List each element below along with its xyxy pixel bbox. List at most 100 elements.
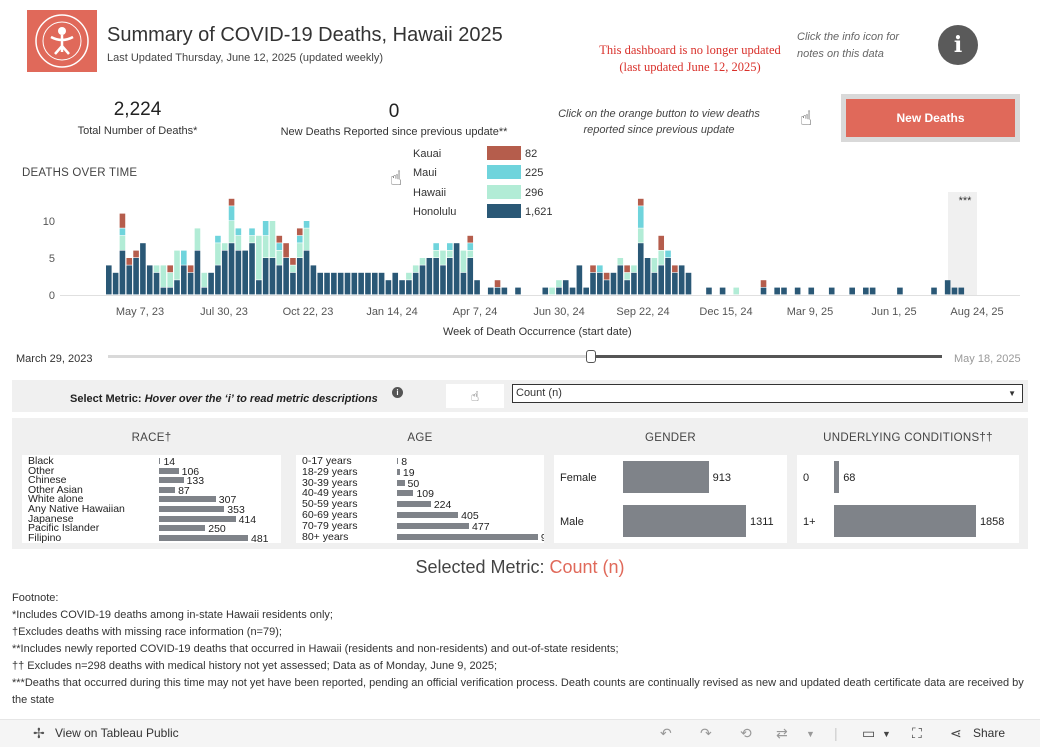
race-bar[interactable] [159, 515, 236, 522]
age-bar[interactable] [397, 533, 538, 540]
age-panel: 0-17 years 8 18-29 years 19 30-39 years 50 40-… [296, 455, 544, 543]
age-category-label: 50-59 years [302, 498, 358, 511]
bar-segment-honolulu [474, 280, 480, 295]
bar-segment-hawaii [303, 228, 310, 250]
footnotes: Footnote: *Includes COVID-19 deaths amon… [12, 590, 1032, 709]
age-bar[interactable] [397, 522, 470, 529]
x-axis-title: Week of Death Occurrence (start date) [443, 326, 632, 338]
bar-segment-maui [303, 221, 310, 228]
bar-segment-hawaii [174, 250, 180, 280]
bar-segment-hawaii [406, 272, 412, 280]
bar-segment-hawaii [249, 235, 255, 243]
bar-segment-honolulu [140, 243, 146, 295]
bar-segment-honolulu [112, 272, 119, 295]
bar-segment-hawaii [256, 235, 262, 280]
bar-segment-hawaii [460, 250, 467, 273]
age-bar[interactable] [397, 490, 414, 497]
bar-segment-honolulu [576, 265, 583, 295]
gender-bar[interactable] [623, 461, 709, 493]
chevron-down-icon: ▼ [1008, 389, 1016, 398]
race-bar[interactable] [159, 534, 248, 541]
slider-track-inactive[interactable] [108, 355, 592, 358]
bar-segment-honolulu [869, 287, 876, 295]
bar-segment-honolulu [637, 243, 644, 295]
x-tick-label: May 7, 23 [116, 306, 164, 318]
footnote-line: *Includes COVID-19 deaths among in-state… [12, 609, 333, 621]
age-value-label: 477 [472, 520, 490, 533]
bar-segment-hawaii [228, 221, 235, 243]
age-panel-title: AGE [407, 432, 433, 444]
unverified-period-shade [948, 192, 977, 295]
bar-segment-kauai [133, 250, 139, 258]
new-deaths-button[interactable]: New Deaths [846, 99, 1015, 137]
metric-hand-icon[interactable]: ☝ [446, 384, 504, 408]
metric-label: Select Metric: Hover over the ‘i’ to rea… [70, 393, 378, 405]
metric-dropdown[interactable]: Count (n) ▼ [512, 384, 1023, 403]
bar-segment-honolulu [651, 272, 658, 295]
bar-segment-honolulu [631, 272, 637, 295]
race-bar[interactable] [159, 496, 216, 503]
bar-segment-honolulu [863, 287, 869, 295]
race-bar[interactable] [159, 486, 176, 493]
view-on-tableau-link[interactable]: View on Tableau Public [55, 726, 179, 740]
age-bar[interactable] [397, 501, 431, 508]
age-bar[interactable] [397, 512, 459, 518]
info-icon[interactable]: i [938, 25, 978, 65]
slider-track-active[interactable] [592, 355, 942, 358]
bar-segment-honolulu [897, 287, 903, 295]
bar-segment-kauai [126, 258, 133, 265]
bar-segment-honolulu [685, 272, 692, 295]
slider-start-label: March 29, 2023 [16, 353, 93, 365]
bar-segment-kauai [494, 280, 501, 287]
age-category-label: 30-39 years [302, 476, 358, 489]
refresh-icon[interactable]: ⇄ [776, 725, 788, 741]
bar-segment-honolulu [447, 258, 453, 295]
bar-segment-hawaii [221, 243, 228, 250]
race-bar[interactable] [159, 467, 179, 474]
bar-segment-maui [296, 235, 303, 243]
download-dropdown-icon[interactable]: ▼ [882, 729, 891, 739]
bar-segment-honolulu [106, 265, 112, 295]
conditions-value-label: 68 [843, 472, 856, 484]
fullscreen-icon[interactable]: ⛶ [912, 725, 922, 741]
age-value-label: 8 [401, 456, 408, 468]
race-bar[interactable] [159, 506, 225, 512]
legend-total: 296 [525, 186, 544, 199]
bar-segment-honolulu [781, 287, 787, 295]
race-value-label: 250 [208, 523, 226, 536]
metric-info-icon[interactable]: i [392, 387, 403, 398]
comment-icon[interactable]: ▭ [862, 725, 876, 741]
bar-segment-honolulu [460, 272, 467, 295]
conditions-bar[interactable] [834, 461, 840, 493]
bar-segment-hawaii [624, 272, 630, 280]
deaths-over-time-chart: *** 0 5 10 May 7, 23 Jul 30, 23 Oct 22, 23 Jan … [43, 192, 1020, 318]
age-bar[interactable] [397, 479, 405, 486]
slider-handle[interactable] [586, 350, 596, 363]
bar-segment-honolulu [760, 287, 767, 295]
age-bar[interactable] [397, 468, 400, 475]
bar-segment-kauai [119, 213, 126, 228]
undo-icon[interactable]: ↶ [660, 725, 672, 741]
bar-segment-honolulu [126, 265, 133, 295]
bar-segment-maui [262, 221, 269, 236]
bar-segment-honolulu [440, 265, 446, 295]
legend-total: 225 [525, 167, 544, 180]
share-icon[interactable]: ⋖ [950, 725, 962, 741]
bar-segment-kauai [467, 235, 474, 243]
conditions-bar[interactable] [834, 505, 976, 537]
refresh-dropdown-icon[interactable]: ▼ [806, 729, 815, 739]
bar-segment-honolulu [317, 272, 324, 295]
bar-segment-honolulu [542, 287, 549, 295]
age-bar[interactable] [397, 458, 399, 464]
redo-icon[interactable]: ↷ [700, 725, 712, 741]
bar-segment-hawaii [290, 265, 296, 273]
race-bar[interactable] [159, 477, 184, 484]
share-button[interactable]: Share [973, 726, 1006, 740]
gender-bar[interactable] [623, 505, 746, 537]
race-bar[interactable] [159, 525, 206, 532]
new-deaths-value: 0 [388, 101, 400, 122]
bar-segment-honolulu [494, 287, 501, 295]
tableau-logo-icon: ✢ [33, 725, 45, 741]
race-bar[interactable] [159, 458, 161, 464]
revert-icon[interactable]: ⟲ [740, 725, 752, 741]
